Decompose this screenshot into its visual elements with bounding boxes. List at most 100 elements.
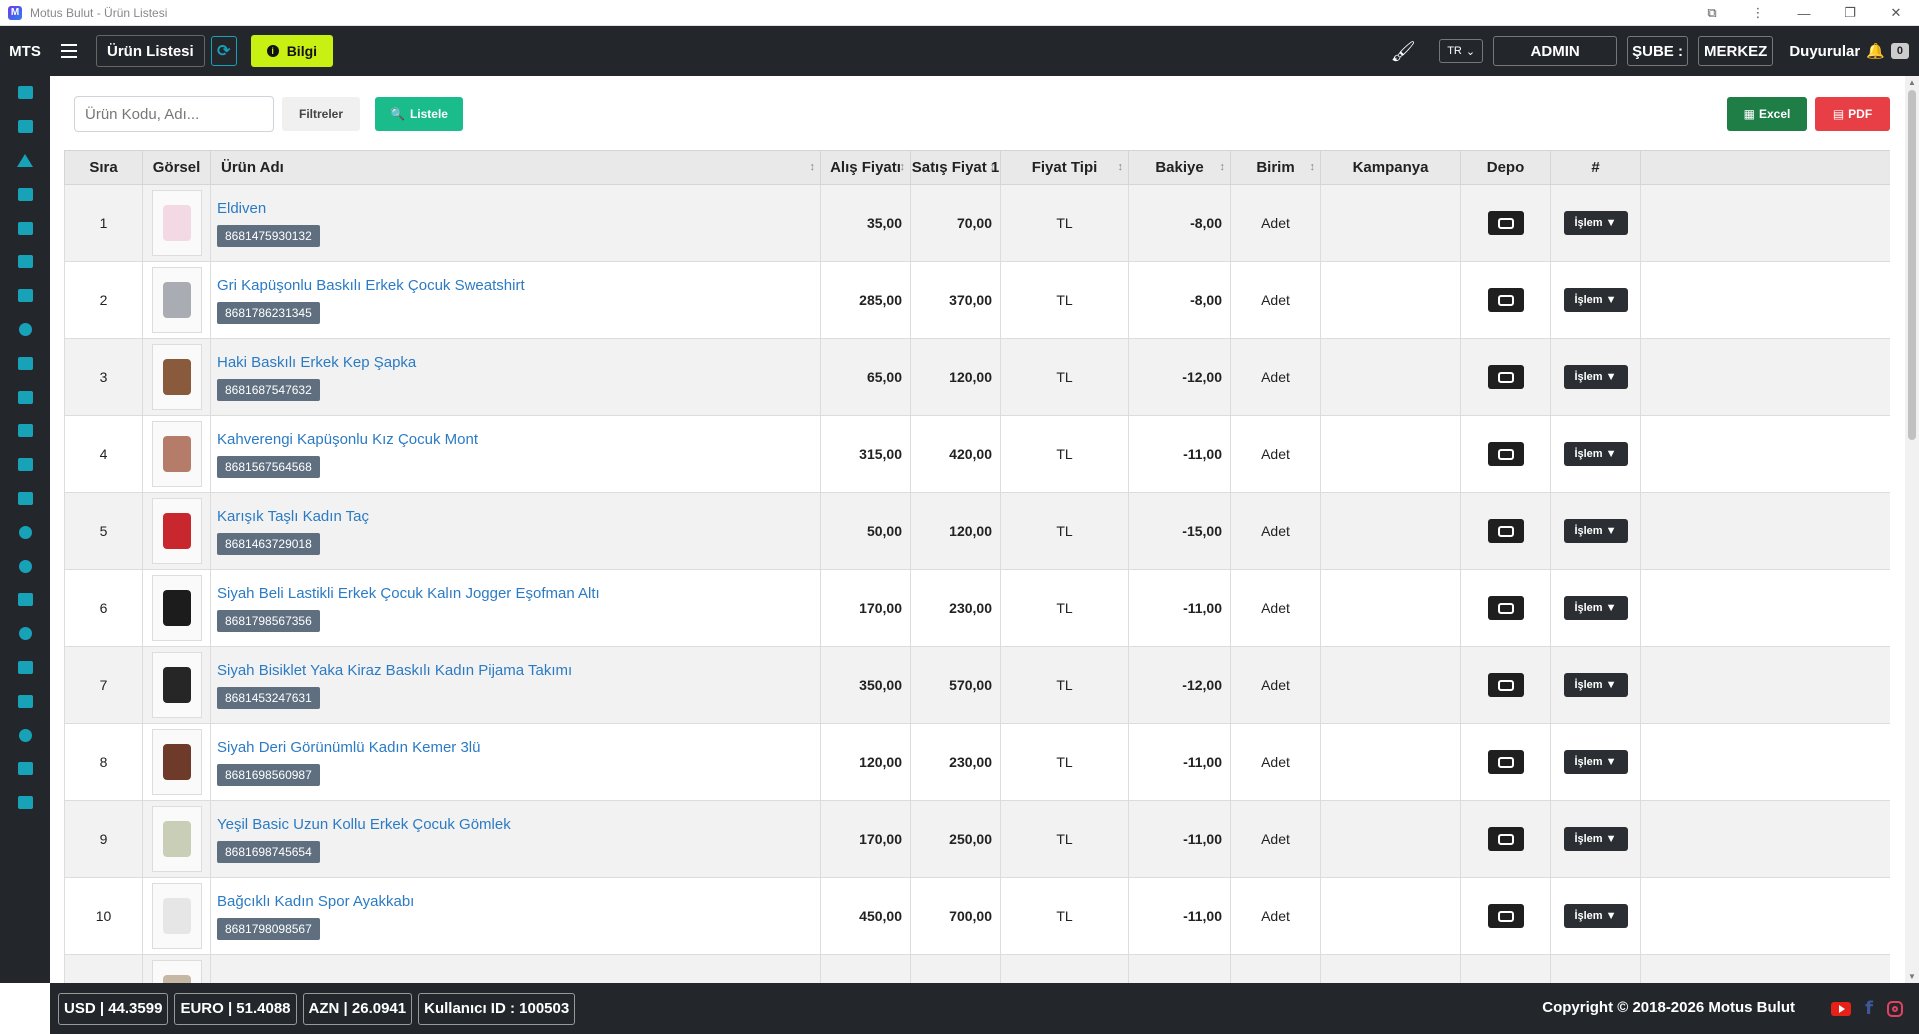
actions-dropdown-button[interactable]: İşlem ▼ bbox=[1563, 519, 1628, 543]
youtube-icon[interactable] bbox=[1831, 1001, 1852, 1016]
extensions-icon[interactable]: ⧉ bbox=[1707, 5, 1717, 20]
warehouse-button[interactable] bbox=[1487, 442, 1524, 466]
header-bakiye[interactable]: Bakiye ↕ bbox=[1128, 150, 1231, 185]
warehouse-button[interactable] bbox=[1487, 904, 1524, 928]
actions-dropdown-button[interactable]: İşlem ▼ bbox=[1563, 365, 1628, 389]
sidebar-item-reports-file[interactable] bbox=[0, 279, 50, 313]
excel-export-button[interactable]: ▦ Excel bbox=[1727, 97, 1807, 131]
cell-depo bbox=[1460, 261, 1551, 339]
sidebar-item-charts[interactable] bbox=[0, 482, 50, 516]
product-image[interactable] bbox=[151, 960, 202, 983]
user-button[interactable]: ADMIN bbox=[1493, 36, 1618, 66]
warehouse-button[interactable] bbox=[1487, 288, 1524, 312]
header-satis[interactable]: Satış Fiyat 1 ↕ bbox=[910, 150, 1001, 185]
sidebar-item-sales[interactable] bbox=[0, 110, 50, 144]
product-image[interactable] bbox=[151, 575, 202, 641]
product-image[interactable] bbox=[151, 806, 202, 872]
product-name-link[interactable]: Bağcıklı Kadın Spor Ayakkabı bbox=[217, 892, 415, 910]
restore-button[interactable]: ❐ bbox=[1844, 5, 1856, 20]
product-name-link[interactable]: Siyah Beli Lastikli Erkek Çocuk Kalın Jo… bbox=[217, 584, 600, 602]
search-input[interactable] bbox=[74, 96, 274, 132]
sidebar-item-keys[interactable] bbox=[0, 684, 50, 718]
product-image[interactable] bbox=[151, 883, 202, 949]
header-fiyat-tipi[interactable]: Fiyat Tipi ↕ bbox=[1000, 150, 1129, 185]
product-name-link[interactable]: Haki Baskılı Erkek Kep Şapka bbox=[217, 353, 417, 371]
product-image[interactable] bbox=[151, 498, 202, 564]
instagram-icon[interactable] bbox=[1887, 1000, 1903, 1017]
minimize-button[interactable]: — bbox=[1797, 5, 1811, 21]
product-name-link[interactable]: Eldiven bbox=[217, 199, 267, 217]
header-birim[interactable]: Birim ↕ bbox=[1230, 150, 1321, 185]
sidebar-item-returns[interactable] bbox=[0, 144, 50, 178]
product-image[interactable] bbox=[151, 267, 202, 333]
sidebar-item-modules[interactable] bbox=[0, 346, 50, 380]
filters-button[interactable]: Filtreler bbox=[282, 97, 360, 131]
actions-dropdown-button[interactable]: İşlem ▼ bbox=[1563, 288, 1628, 312]
sidebar-item-view[interactable] bbox=[0, 718, 50, 752]
sidebar-item-dashboard[interactable] bbox=[0, 76, 50, 110]
product-image[interactable] bbox=[151, 652, 202, 718]
sidebar-item-customers[interactable] bbox=[0, 313, 50, 347]
warehouse-button[interactable] bbox=[1487, 827, 1524, 851]
page-scrollbar[interactable]: ▲ ▼ bbox=[1905, 76, 1919, 983]
list-button[interactable]: 🔍 Listele bbox=[375, 97, 463, 131]
warehouse-button[interactable] bbox=[1487, 673, 1524, 697]
sidebar-item-tools[interactable] bbox=[0, 583, 50, 617]
actions-dropdown-button[interactable]: İşlem ▼ bbox=[1563, 211, 1628, 235]
product-image[interactable] bbox=[151, 190, 202, 256]
product-image[interactable] bbox=[151, 344, 202, 410]
cell-spacer bbox=[1640, 646, 1890, 724]
product-name-link[interactable]: Yeşil Basic Uzun Kollu Erkek Çocuk Gömle… bbox=[217, 815, 511, 833]
product-name-link[interactable]: Kahverengi Kapüşonlu Kız Çocuk Mont bbox=[217, 430, 478, 448]
actions-dropdown-button[interactable]: İşlem ▼ bbox=[1563, 442, 1628, 466]
warehouse-button[interactable] bbox=[1487, 365, 1524, 389]
menu-toggle-icon[interactable] bbox=[54, 44, 84, 58]
sidebar-item-stock[interactable] bbox=[0, 211, 50, 245]
product-name-link[interactable]: Bej Çizgi Desenli Kadın Atkı bbox=[217, 981, 820, 984]
actions-dropdown-button[interactable]: İşlem ▼ bbox=[1563, 827, 1628, 851]
info-button[interactable]: i Bilgi bbox=[250, 35, 334, 67]
sidebar-item-security[interactable] bbox=[0, 752, 50, 786]
cubes-icon bbox=[1497, 679, 1514, 691]
warehouse-button[interactable] bbox=[1487, 519, 1524, 543]
sidebar-item-ledger[interactable] bbox=[0, 448, 50, 482]
pdf-export-button[interactable]: ▤ PDF bbox=[1815, 97, 1890, 131]
more-options-icon[interactable]: ⋮ bbox=[1751, 5, 1765, 20]
product-image[interactable] bbox=[151, 729, 202, 795]
actions-dropdown-button[interactable]: İşlem ▼ bbox=[1563, 673, 1628, 697]
announcements-button[interactable]: Duyurular 🔔 0 bbox=[1789, 42, 1909, 60]
sidebar-item-users[interactable] bbox=[0, 515, 50, 549]
theme-brush-icon[interactable]: 🖌 bbox=[1390, 40, 1416, 63]
header-urun-adi[interactable]: Ürün Adı ↕ bbox=[210, 150, 821, 185]
product-name-link[interactable]: Gri Kapüşonlu Baskılı Erkek Çocuk Sweats… bbox=[217, 276, 525, 294]
warehouse-button[interactable] bbox=[1487, 211, 1524, 235]
sidebar-item-settings[interactable] bbox=[0, 549, 50, 583]
sidebar-item-wrench[interactable] bbox=[0, 651, 50, 685]
product-image[interactable] bbox=[151, 421, 202, 487]
actions-dropdown-button[interactable]: İşlem ▼ bbox=[1563, 750, 1628, 774]
header-alis[interactable]: Alış Fiyatı ↕ bbox=[820, 150, 911, 185]
scrollbar-thumb[interactable] bbox=[1908, 90, 1916, 440]
language-select[interactable]: TR ⌄ bbox=[1439, 39, 1484, 63]
scroll-up-icon[interactable]: ▲ bbox=[1908, 78, 1916, 87]
refresh-button[interactable]: ⟳ bbox=[210, 36, 237, 66]
actions-dropdown-button[interactable]: İşlem ▼ bbox=[1563, 904, 1628, 928]
sidebar-item-briefcase[interactable] bbox=[0, 414, 50, 448]
header-sira[interactable]: Sıra bbox=[64, 150, 143, 185]
facebook-icon[interactable]: f bbox=[1865, 998, 1873, 1019]
actions-dropdown-button[interactable]: İşlem ▼ bbox=[1563, 596, 1628, 620]
sidebar-item-shipping[interactable] bbox=[0, 245, 50, 279]
product-name-link[interactable]: Karışık Taşlı Kadın Taç bbox=[217, 507, 370, 525]
sidebar-item-web[interactable] bbox=[0, 617, 50, 651]
brand-logo[interactable]: MTS bbox=[9, 42, 41, 60]
scroll-down-icon[interactable]: ▼ bbox=[1908, 972, 1916, 981]
close-button[interactable]: ✕ bbox=[1890, 5, 1902, 20]
product-name-link[interactable]: Siyah Bisiklet Yaka Kiraz Baskılı Kadın … bbox=[217, 661, 573, 679]
warehouse-button[interactable] bbox=[1487, 750, 1524, 774]
product-name-link[interactable]: Siyah Deri Görünümlü Kadın Kemer 3lü bbox=[217, 738, 481, 756]
sidebar-item-logout[interactable] bbox=[0, 786, 50, 820]
warehouse-button[interactable] bbox=[1487, 596, 1524, 620]
branch-button[interactable]: MERKEZ bbox=[1697, 36, 1774, 66]
sidebar-item-documents[interactable] bbox=[0, 177, 50, 211]
sidebar-item-cash[interactable] bbox=[0, 380, 50, 414]
